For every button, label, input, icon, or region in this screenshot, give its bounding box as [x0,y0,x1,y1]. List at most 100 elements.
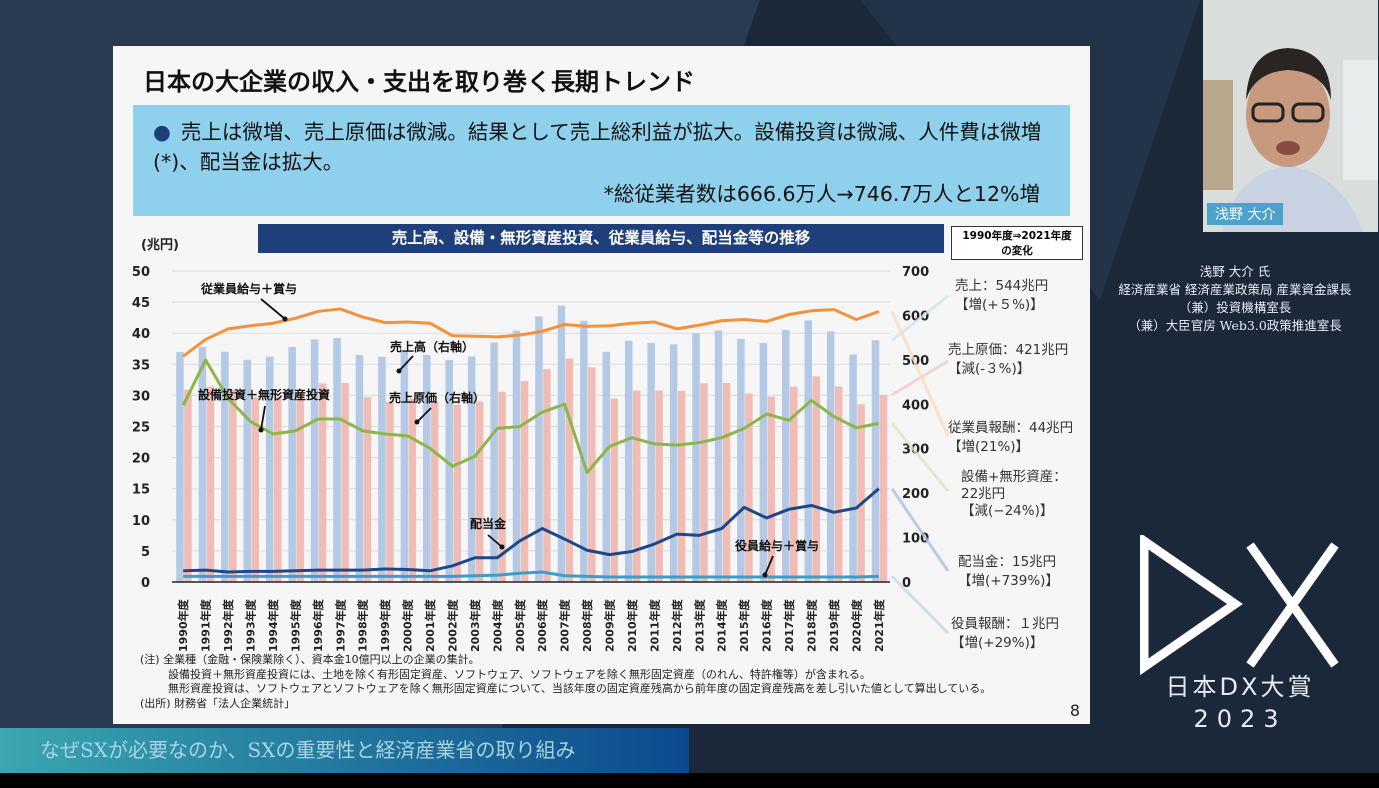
bar-cogs [475,401,484,582]
bar-sales [490,342,498,582]
x-tick-label: 2018年度 [804,598,818,652]
bullet-icon: ● [153,120,171,144]
y-tick-label: 15 [132,483,150,498]
x-tick-label: 2009年度 [603,598,617,652]
y2-tick-label: 0 [902,576,911,591]
footnotes: (注) 全業種（金融・保険業除く）、資本金10億円以上の企業の集計。 設備投資＋… [140,653,991,711]
speaker-title: 経済産業省 経済産業政策局 産業資金課長 [1118,282,1352,297]
arrow-head-icon [499,544,505,550]
x-tick-label: 2020年度 [849,598,863,652]
bar-sales [692,333,700,582]
y2-tick-label: 600 [902,309,929,324]
y-axis-unit: (兆円) [141,238,179,253]
bar-sales [759,342,768,582]
award-title: 日本DX大賞 [1166,673,1315,701]
speaker-title: （兼）大臣官房 Web3.0政策推進室長 [1128,318,1342,333]
bar-sales [849,354,857,582]
x-tick-label: 2008年度 [580,598,594,652]
x-tick-label: 2001年度 [423,598,437,652]
bar-sales [400,350,409,582]
speaker-name-tag: 浅野 大介 [1207,203,1284,225]
series-label: 従業員給与＋賞与 [200,281,297,296]
bar-cogs [565,358,574,582]
bar-cogs [812,376,820,582]
change-header-line2: の変化 [1001,245,1033,257]
y-tick-label: 25 [132,421,150,436]
callout-employee-pay: 従業員報酬：44兆円 【増(21%)】 [940,416,1087,457]
bar-sales [423,354,431,582]
bar-cogs [543,369,551,582]
y-tick-label: 30 [132,389,150,404]
y-tick-label: 5 [141,545,150,560]
bar-cogs [857,404,865,582]
series-label: 売上高（右軸） [390,339,474,354]
bar-cogs [632,390,641,582]
summary-text: 売上は微増、売上原価は微減。結果として売上総利益が拡大。設備投資は微減、人件費は… [153,120,1042,174]
change-header-box: 1990年度⇒2021年度 の変化 [951,226,1083,260]
y-tick-label: 0 [141,576,150,591]
arrow-head-icon [396,368,402,374]
x-tick-label: 2011年度 [647,598,661,652]
bar-sales [355,354,364,582]
series-label: 設備投資＋無形資産投資 [198,387,330,402]
bar-cogs [273,396,282,582]
bar-sales [310,339,319,582]
callout-text: 【減(-３%)】 [948,361,1031,377]
bar-sales [826,331,835,582]
series-label: 役員給与＋賞与 [735,538,819,553]
speaker-info: 浅野 大介 氏 経済産業省 経済産業政策局 産業資金課長 （兼）投資機構室長 （… [1100,263,1370,335]
y-tick-label: 20 [132,452,150,467]
x-tick-label: 1997年度 [333,598,347,652]
bar-cogs [251,397,260,582]
x-tick-label: 1995年度 [288,598,302,652]
callout-text: 従業員報酬：44兆円 [948,420,1074,436]
bar-cogs [408,398,417,582]
bar-cogs [184,389,192,582]
y2-tick-label: 200 [902,487,929,502]
bar-cogs [296,392,304,582]
callout-connector [890,487,950,572]
series-arrow [260,405,266,431]
bar-cogs [520,381,529,582]
x-tick-label: 2005年度 [513,598,527,652]
bar-sales [265,356,274,582]
bar-sales [535,316,543,582]
x-tick-label: 2010年度 [625,598,639,652]
bar-cogs [588,367,596,582]
bar-sales [669,344,678,582]
bar-cogs [655,390,663,582]
series-arrow [260,298,286,320]
summary-box: ● 売上は微増、売上原価は微減。結果として売上総利益が拡大。設備投資は微減、人件費… [133,105,1070,216]
x-tick-label: 2003年度 [468,598,482,652]
x-tick-label: 1993年度 [244,598,258,652]
chart-title: 売上高、設備・無形資産投資、従業員給与、配当金等の推移 [258,224,944,253]
bar-sales [512,330,521,582]
y-tick-label: 35 [132,358,150,373]
bar-cogs [431,401,439,582]
callout-text: 【減(−24%)】 [961,503,1054,519]
bar-sales [647,342,655,582]
bar-cogs [745,393,753,582]
series-arrow [398,355,414,372]
speaker-title: （兼）投資機構室長 [1178,300,1292,315]
x-tick-label: 2000年度 [401,598,415,652]
arrow-head-icon [282,316,288,322]
callout-cogs: 売上原価：421兆円 【減(-３%)】 [940,338,1083,380]
callout-text: 22兆円 [961,486,1006,502]
y-tick-label: 45 [132,296,150,311]
bar-sales [871,340,880,582]
x-tick-label: 1991年度 [199,598,213,652]
y2-tick-label: 700 [902,265,929,280]
speaker-name: 浅野 大介 氏 [1199,264,1271,279]
callout-text: 【増(+739%)】 [958,573,1059,589]
bar-cogs [879,394,888,582]
speaker-video-image [1203,0,1378,232]
summary-note: *総従業者数は666.6万人→746.7万人と12%増 [603,182,1040,206]
x-tick-label: 2007年度 [558,598,572,652]
bar-cogs [363,397,372,582]
page-number: 8 [1069,701,1080,720]
bar-sales [333,338,341,582]
bar-sales [198,346,207,582]
bar-cogs [722,382,731,582]
session-title-banner: なぜSXが必要なのか、SXの重要性と経済産業省の取り組み [0,728,689,773]
